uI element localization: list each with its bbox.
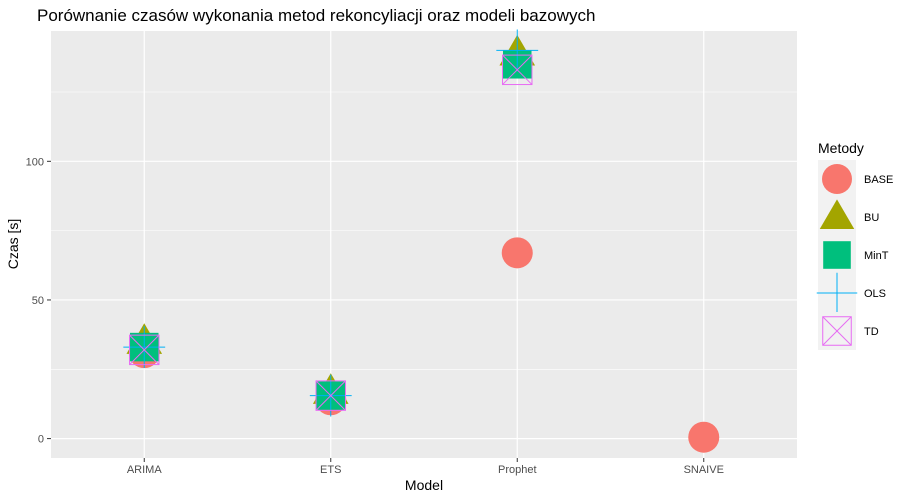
legend-item-base: BASE	[818, 160, 893, 198]
legend-label: MinT	[864, 250, 889, 262]
data-points	[123, 29, 720, 453]
legend-item-ols: OLS	[816, 272, 886, 314]
legend: Metody BASE BU MinT OLS TD	[816, 140, 893, 350]
y-tick-label: 0	[38, 434, 44, 446]
point-base	[501, 237, 533, 269]
legend-item-mint: MinT	[818, 236, 889, 274]
x-tick-label: Prophet	[498, 464, 537, 476]
legend-key-mint	[823, 241, 851, 269]
point-ols	[123, 326, 166, 369]
legend-key-base	[822, 164, 852, 194]
legend-item-bu: BU	[818, 198, 879, 236]
point-ols	[496, 29, 539, 72]
y-tick-label: 50	[32, 295, 44, 307]
x-axis-title: Model	[405, 477, 443, 493]
legend-label: BASE	[864, 174, 893, 186]
x-tick-label: ETS	[320, 464, 341, 476]
legend-label: OLS	[864, 288, 886, 300]
point-base	[688, 421, 720, 453]
x-axis-ticks: ARIMA ETS Prophet SNAIVE	[127, 458, 724, 476]
legend-label: BU	[864, 212, 879, 224]
chart-title: Porównanie czasów wykonania metod rekonc…	[37, 6, 595, 25]
y-axis-title: Czas [s]	[5, 219, 21, 270]
legend-item-td: TD	[818, 312, 879, 350]
legend-key-td	[822, 316, 852, 346]
point-td	[129, 334, 160, 366]
point-td	[502, 54, 533, 86]
legend-label: TD	[864, 326, 879, 338]
x-tick-label: SNAIVE	[684, 464, 724, 476]
y-tick-label: 100	[26, 156, 44, 168]
point-td	[315, 380, 346, 411]
legend-key-bu	[819, 199, 855, 229]
legend-key-ols	[816, 272, 858, 314]
x-tick-label: ARIMA	[127, 464, 163, 476]
legend-title: Metody	[818, 140, 864, 156]
y-axis-ticks: 0 50 100	[26, 156, 51, 446]
plot-panel	[51, 31, 797, 458]
